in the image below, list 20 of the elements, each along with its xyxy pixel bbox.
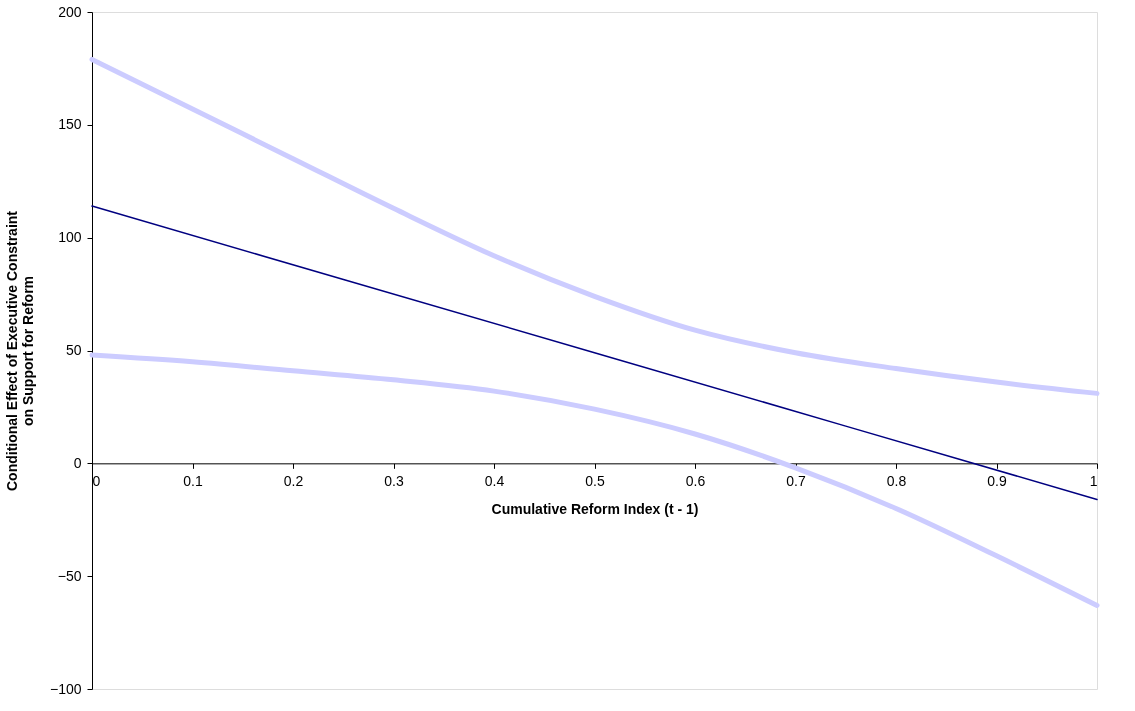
y-tick-label: 100	[58, 229, 82, 246]
x-tick-label: 0.2	[283, 472, 304, 489]
y-tick-label: 0	[73, 454, 82, 471]
x-tick-label: 0.7	[786, 472, 806, 489]
y-tick-label: −50	[57, 567, 82, 584]
x-tick-label: 0.1	[183, 472, 203, 489]
x-tick-label: 0.5	[585, 472, 605, 489]
x-tick-label: 0.4	[484, 472, 505, 489]
x-tick-label: 0.6	[685, 472, 706, 489]
x-tick-label: 0	[92, 472, 101, 489]
y-tick-label: 50	[65, 342, 82, 358]
x-tick-label: 0.8	[886, 472, 907, 489]
x-axis-title: Cumulative Reform Index (t - 1)	[491, 500, 699, 517]
x-tick-label: 0.9	[987, 472, 1007, 489]
x-tick-label: 0.3	[384, 472, 404, 489]
y-tick-label: −100	[49, 680, 82, 697]
y-axis-title: Conditional Effect of Executive Constraint on Support for Reform	[3, 210, 36, 492]
y-tick-label: 150	[58, 116, 82, 133]
x-tick-label: 1	[1089, 472, 1098, 489]
y-tick-label: 200	[58, 3, 82, 20]
